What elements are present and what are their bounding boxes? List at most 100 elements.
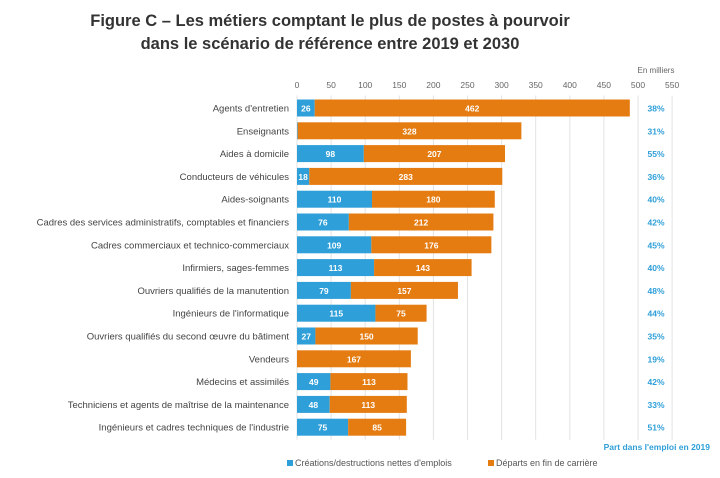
data-label: 150: [359, 332, 373, 342]
legend: Créations/destructions nettes d'emplois …: [287, 458, 598, 468]
category-label: Aides à domicile: [220, 149, 289, 160]
share-value: 31%: [647, 126, 664, 136]
data-label: 75: [396, 309, 406, 319]
category-label: Ingénieurs de l'informatique: [173, 309, 289, 320]
x-tick-label: 0: [295, 80, 300, 90]
bar-departs: [350, 281, 458, 299]
category-label: Ingénieurs et cadres techniques de l'ind…: [99, 423, 289, 434]
unit-label: En milliers: [638, 66, 675, 75]
share-value: 42%: [647, 377, 664, 387]
data-label: 76: [318, 218, 328, 228]
data-label: 48: [309, 400, 319, 410]
x-tick-label: 500: [631, 80, 645, 90]
bar-departs: [375, 304, 427, 322]
x-tick-label: 350: [529, 80, 543, 90]
data-label: 115: [329, 309, 343, 319]
data-label: 328: [402, 126, 416, 136]
share-value: 44%: [647, 309, 664, 319]
legend-swatch-departs: [488, 460, 494, 466]
data-label: 109: [327, 240, 341, 250]
data-label: 27: [301, 332, 311, 342]
bar-departs: [330, 373, 408, 391]
category-label: Infirmiers, sages-femmes: [182, 263, 289, 274]
share-value: 36%: [647, 172, 664, 182]
legend-label-creations: Créations/destructions nettes d'emplois: [295, 458, 452, 468]
chart-subtitle: dans le scénario de référence entre 2019…: [141, 35, 520, 53]
data-label: 85: [372, 423, 382, 433]
bar-creations: [297, 304, 376, 322]
data-label: 176: [424, 240, 438, 250]
category-label: Agents d'entretien: [213, 104, 289, 115]
share-value: 55%: [647, 149, 664, 159]
category-label: Aides-soignants: [221, 195, 289, 206]
x-tick-label: 250: [460, 80, 474, 90]
share-value: 51%: [647, 423, 664, 433]
data-label: 18: [298, 172, 308, 182]
legend-label-departs: Départs en fin de carrière: [496, 458, 598, 468]
data-label: 75: [318, 423, 328, 433]
share-value: 19%: [647, 354, 664, 364]
bar-creations: [297, 99, 315, 117]
bar-departs: [363, 145, 506, 163]
bar-departs: [297, 122, 522, 140]
x-tick-label: 400: [563, 80, 577, 90]
data-label: 180: [426, 195, 440, 205]
share-value: 40%: [647, 195, 664, 205]
bar-departs: [372, 190, 495, 208]
x-tick-label: 150: [392, 80, 406, 90]
data-label: 113: [362, 377, 376, 387]
bar-creations: [297, 122, 298, 140]
share-value: 42%: [647, 218, 664, 228]
category-label: Vendeurs: [249, 354, 289, 365]
category-label: Cadres des services administratifs, comp…: [37, 218, 290, 229]
bar-departs: [371, 236, 492, 254]
data-label: 79: [319, 286, 329, 296]
share-value: 48%: [647, 286, 664, 296]
x-tick-label: 200: [426, 80, 440, 90]
share-value: 38%: [647, 104, 664, 114]
data-label: 49: [309, 377, 319, 387]
x-tick-label: 450: [597, 80, 611, 90]
bar-creations: [297, 145, 364, 163]
data-label: 113: [361, 400, 375, 410]
bar-creations: [297, 190, 373, 208]
bar-creations: [297, 259, 375, 277]
x-tick-label: 100: [358, 80, 372, 90]
bar-creations: [297, 236, 372, 254]
data-label: 113: [329, 263, 343, 273]
bar-departs: [348, 418, 407, 436]
bar-departs: [329, 395, 407, 413]
data-label: 167: [347, 354, 361, 364]
category-label: Enseignants: [237, 126, 290, 137]
category-label: Techniciens et agents de maîtrise de la …: [68, 400, 289, 411]
bar-creations: [297, 395, 330, 413]
data-label: 212: [414, 218, 428, 228]
share-value: 35%: [647, 332, 664, 342]
bar-creations: [297, 167, 310, 185]
category-label: Médecins et assimilés: [196, 377, 289, 388]
x-tick-label: 50: [326, 80, 336, 90]
bar-departs: [309, 167, 503, 185]
category-label: Cadres commerciaux et technico-commercia…: [91, 240, 289, 251]
share-value: 40%: [647, 263, 664, 273]
bar-creations: [297, 327, 316, 345]
bar-departs: [374, 259, 472, 277]
data-label: 157: [397, 286, 411, 296]
category-label: Ouvriers qualifiés de la manutention: [137, 286, 289, 297]
share-value: 45%: [647, 240, 664, 250]
x-tick-label: 550: [665, 80, 679, 90]
category-label: Conducteurs de véhicules: [180, 172, 290, 183]
legend-swatch-creations: [287, 460, 293, 466]
x-tick-label: 300: [495, 80, 509, 90]
share-label: Part dans l'emploi en 2019: [604, 442, 711, 452]
bar-creations: [297, 418, 349, 436]
data-label: 143: [416, 263, 430, 273]
category-label: Ouvriers qualifiés du second œuvre du bâ…: [87, 332, 290, 343]
data-label: 110: [328, 195, 342, 205]
data-label: 462: [465, 104, 479, 114]
data-label: 26: [301, 104, 311, 114]
bar-creations: [297, 213, 349, 231]
data-label: 207: [427, 149, 441, 159]
bar-creations: [297, 373, 331, 391]
